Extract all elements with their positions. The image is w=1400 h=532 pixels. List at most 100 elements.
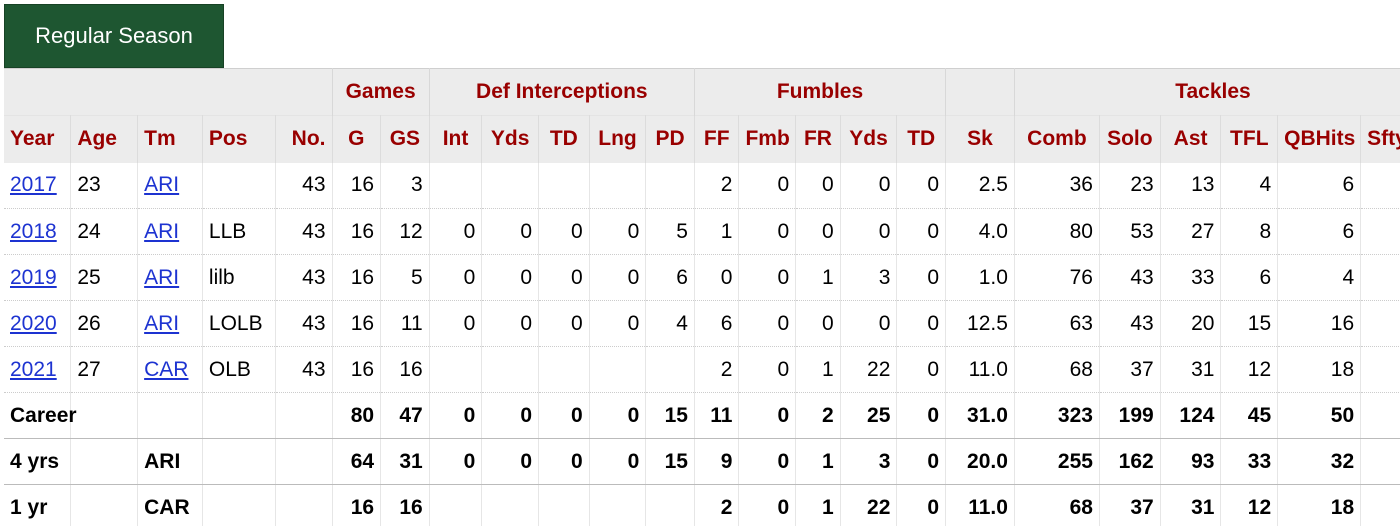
stat-cell (429, 346, 483, 393)
stat-cell: 0 (896, 162, 947, 209)
stat-cell (1360, 392, 1400, 439)
stat-cell (481, 346, 540, 393)
col-header[interactable]: PD (645, 115, 695, 163)
stat-cell: 31.0 (945, 392, 1015, 439)
year-link[interactable]: 2019 (10, 265, 57, 289)
col-header[interactable]: Fmb (738, 115, 797, 163)
stat-cell: 15 (645, 438, 695, 485)
team-link[interactable]: ARI (144, 265, 180, 289)
stat-cell: ARI (137, 438, 203, 485)
col-header[interactable]: FF (694, 115, 740, 163)
stat-cell: 3 (380, 162, 430, 209)
stat-cell: 2017 (4, 162, 72, 209)
stat-cell: 24 (70, 208, 139, 255)
stat-cell (538, 484, 590, 526)
stat-cell: 16 (332, 484, 382, 526)
season-row: 2021 27 CAR OLB 43 16 16 2 0 1 22 0 11.0 68 37 31 12 18 (4, 346, 1400, 393)
stat-cell: 0 (538, 300, 590, 347)
col-header[interactable]: Age (70, 115, 139, 163)
stat-cell: 6 (645, 254, 695, 301)
stat-cell: 20 (1160, 300, 1222, 347)
stat-cell: 0 (896, 438, 947, 485)
col-header[interactable]: Int (429, 115, 483, 163)
col-header[interactable]: TFL (1220, 115, 1279, 163)
stat-cell: 12 (1220, 484, 1279, 526)
stat-cell: 0 (896, 208, 947, 255)
year-link[interactable]: 2018 (10, 219, 57, 243)
stat-cell: 4 (645, 300, 695, 347)
col-header[interactable]: QBHits (1277, 115, 1362, 163)
stat-cell: 1 (795, 254, 841, 301)
stat-cell: 43 (1099, 300, 1161, 347)
stat-cell: 0 (429, 300, 483, 347)
stat-cell (538, 162, 590, 209)
stat-cell (589, 484, 647, 526)
col-header[interactable]: Solo (1099, 115, 1161, 163)
stat-cell: 20.0 (945, 438, 1015, 485)
stat-cell: 2.5 (945, 162, 1015, 209)
stat-cell: 18 (1277, 346, 1362, 393)
col-header[interactable]: G (332, 115, 382, 163)
team-link[interactable]: CAR (144, 357, 189, 381)
col-header[interactable]: Sk (945, 115, 1015, 163)
stat-cell: 3 (840, 438, 898, 485)
stat-cell: 1 (795, 438, 841, 485)
col-header[interactable]: Yds (481, 115, 540, 163)
year-link[interactable]: 2017 (10, 173, 57, 197)
stat-cell: 255 (1014, 438, 1100, 485)
col-header[interactable]: FR (795, 115, 841, 163)
stat-cell: 15 (645, 392, 695, 439)
tab-regular-season[interactable]: Regular Season (4, 4, 224, 68)
stat-cell: 33 (1220, 438, 1279, 485)
stat-cell (137, 392, 203, 439)
col-header[interactable]: TD (538, 115, 590, 163)
season-row: 2017 23 ARI 43 16 3 2 0 0 0 0 2.5 36 23 13 4 6 (4, 162, 1400, 209)
stat-cell: 16 (332, 254, 382, 301)
overheader-tackles: Tackles (1014, 68, 1400, 116)
year-link[interactable]: 2021 (10, 357, 57, 381)
stat-cell: 0 (795, 300, 841, 347)
stat-cell: ARI (137, 300, 203, 347)
team-link[interactable]: ARI (144, 311, 180, 335)
stat-cell: 0 (481, 208, 540, 255)
stat-cell (202, 392, 276, 439)
stat-cell: ARI (137, 254, 203, 301)
stat-cell: 5 (380, 254, 430, 301)
team-link[interactable]: ARI (144, 219, 180, 243)
stat-cell: 0 (589, 208, 647, 255)
col-header[interactable]: Pos (202, 115, 276, 163)
stat-cell: 37 (1099, 484, 1161, 526)
stat-cell: 2020 (4, 300, 72, 347)
col-header[interactable]: Sfty (1360, 115, 1400, 163)
col-header[interactable]: No. (275, 115, 333, 163)
stat-cell: lilb (202, 254, 276, 301)
stat-cell: 43 (275, 346, 333, 393)
stat-cell (538, 346, 590, 393)
stat-cell: 0 (481, 254, 540, 301)
col-header[interactable]: Yds (840, 115, 898, 163)
col-header[interactable]: Lng (589, 115, 647, 163)
col-header[interactable]: TD (896, 115, 947, 163)
col-header[interactable]: Year (4, 115, 72, 163)
stat-cell (275, 438, 333, 485)
col-header[interactable]: Tm (137, 115, 203, 163)
col-header[interactable]: Ast (1160, 115, 1222, 163)
year-link[interactable]: 2020 (10, 311, 57, 335)
stat-cell: 36 (1014, 162, 1100, 209)
stat-cell: 0 (738, 254, 797, 301)
stat-cell: 12 (1220, 346, 1279, 393)
stat-cell: 0 (589, 438, 647, 485)
stat-cell: 47 (380, 392, 430, 439)
stat-cell: 0 (589, 392, 647, 439)
stat-cell: 1.0 (945, 254, 1015, 301)
stat-cell: 0 (738, 346, 797, 393)
team-link[interactable]: ARI (144, 173, 180, 197)
stat-cell: 2 (694, 346, 740, 393)
stat-cell (429, 162, 483, 209)
stat-cell: 2 (694, 484, 740, 526)
stat-cell: 199 (1099, 392, 1161, 439)
col-header[interactable]: GS (380, 115, 430, 163)
stat-cell (1360, 208, 1400, 255)
stat-cell: 1 (694, 208, 740, 255)
col-header[interactable]: Comb (1014, 115, 1100, 163)
